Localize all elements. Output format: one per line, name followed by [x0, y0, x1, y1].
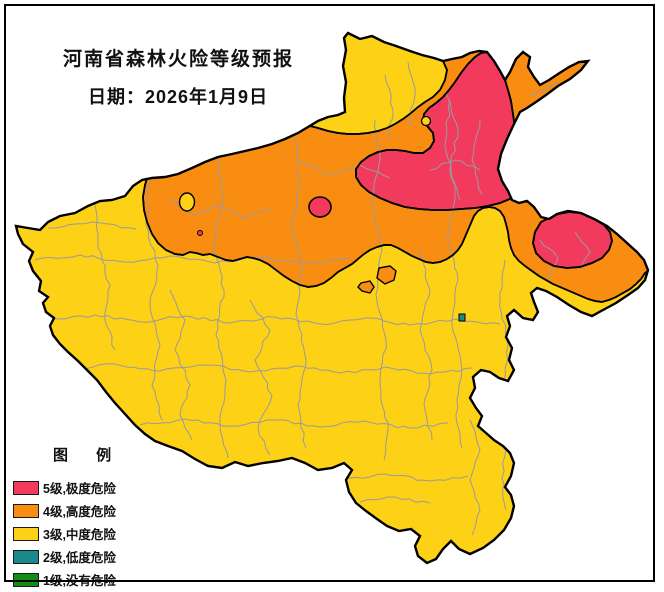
- forecast-date: 日期：2026年1月9日: [88, 87, 269, 107]
- legend-label: 3级,中度危险: [43, 528, 116, 542]
- county-boundary-line: [213, 156, 229, 459]
- legend-title: 图 例: [53, 447, 124, 464]
- county-boundary-line: [469, 419, 481, 536]
- county-boundary-line: [529, 81, 559, 97]
- legend-label: 4级,高度危险: [43, 505, 116, 519]
- level2-spot: [458, 313, 466, 322]
- level3-swatch: [13, 526, 39, 541]
- county-boundary-line: [145, 179, 163, 421]
- legend-item-level4: 4级,高度危险: [13, 499, 123, 522]
- county-boundary-line: [299, 159, 391, 179]
- county-boundary-line: [94, 204, 116, 351]
- level5-tiny-dot: [197, 230, 203, 236]
- map-title: 河南省森林火险等级预报: [63, 49, 295, 70]
- county-boundaries: [34, 61, 591, 536]
- county-boundary-line: [419, 249, 433, 441]
- county-boundary-line: [384, 74, 394, 141]
- legend-label: 5级,极度危险: [43, 482, 116, 496]
- county-boundary-line: [429, 159, 481, 171]
- county-boundary-line: [34, 254, 351, 265]
- level2-swatch: [13, 549, 39, 564]
- county-boundary-line: [169, 289, 193, 441]
- level3-hook-dot: [420, 115, 432, 127]
- legend-label: 2级,低度危险: [43, 551, 116, 565]
- legend-item-level3: 3级,中度危险: [13, 522, 123, 545]
- county-boundary-line: [371, 119, 389, 461]
- county-boundary-line: [47, 221, 137, 230]
- county-boundary-line: [444, 99, 463, 449]
- legend-label: 1级,没有危险: [43, 574, 116, 588]
- county-boundary-line: [249, 299, 273, 456]
- level1-swatch: [13, 572, 39, 587]
- legend-item-level2: 2级,低度危险: [13, 545, 123, 568]
- level3-island-in-zone4: [178, 192, 196, 212]
- level4-swatch: [13, 503, 39, 518]
- county-boundary-line: [574, 231, 591, 271]
- county-boundary-line: [139, 418, 449, 429]
- county-boundary-line: [471, 119, 483, 196]
- level5-spot-central: [308, 196, 332, 218]
- county-boundary-line: [444, 91, 461, 201]
- county-boundary-line: [291, 136, 307, 449]
- level5-swatch: [13, 480, 39, 495]
- county-boundary-line: [359, 496, 431, 504]
- county-boundary-line: [49, 314, 501, 326]
- legend-item-level1: 1级,没有危险: [13, 568, 123, 591]
- county-boundary-line: [539, 239, 559, 283]
- legend-item-level5: 5级,极度危险: [13, 476, 123, 499]
- county-boundary-line: [69, 363, 473, 375]
- legend: 图 例 5级,极度危险 4级,高度危险 3级,中度危险 2级,低度危险 1级,没…: [13, 444, 123, 591]
- county-boundary-line: [339, 473, 469, 482]
